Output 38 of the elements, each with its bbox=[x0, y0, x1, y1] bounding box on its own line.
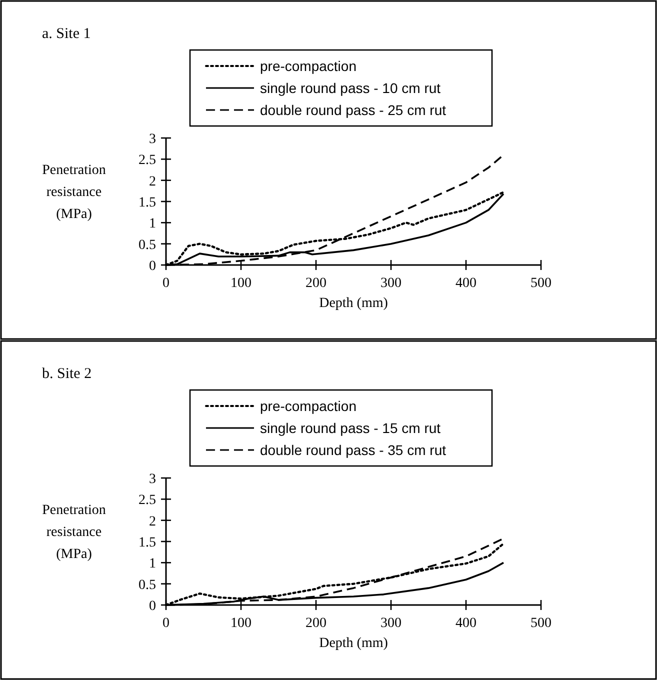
legend-label: double round pass - 25 cm rut bbox=[260, 102, 446, 118]
legend-label: single round pass - 10 cm rut bbox=[260, 80, 441, 96]
x-tick-label: 300 bbox=[380, 276, 402, 291]
x-tick-label: 400 bbox=[456, 276, 476, 291]
y-tick-label: 3 bbox=[149, 132, 156, 147]
y-tick-label: 2 bbox=[149, 174, 156, 190]
x-tick-label: 300 bbox=[380, 616, 402, 631]
legend-label: pre-compaction bbox=[260, 58, 356, 74]
y-axis-title: Penetration resistance (MPa) bbox=[42, 503, 106, 562]
x-tick-label: 500 bbox=[530, 276, 552, 291]
legend-label: double round pass - 35 cm rut bbox=[260, 442, 446, 458]
x-axis-title: Depth (mm) bbox=[319, 636, 388, 651]
legend-label: single round pass - 15 cm rut bbox=[260, 420, 441, 436]
x-tick-label: 0 bbox=[162, 276, 170, 291]
x-tick-label: 100 bbox=[230, 616, 252, 631]
y-tick-label: 3 bbox=[149, 472, 156, 487]
x-tick-label: 500 bbox=[530, 616, 552, 631]
y-tick-label: 2.5 bbox=[138, 493, 156, 508]
y-tick-label: 1 bbox=[149, 216, 156, 232]
chart-title: a. Site 1 bbox=[42, 26, 91, 42]
y-tick-label: 2 bbox=[149, 514, 156, 530]
y-tick-label: 1.5 bbox=[138, 196, 156, 210]
y-tick-label: 1.5 bbox=[138, 536, 156, 550]
x-tick-label: 100 bbox=[230, 276, 252, 291]
x-tick-label: 200 bbox=[306, 616, 326, 631]
x-tick-label: 400 bbox=[456, 616, 476, 631]
y-axis-title: Penetration resistance (MPa) bbox=[42, 163, 106, 222]
y-tick-label: 0.5 bbox=[138, 238, 156, 253]
chart-title: b. Site 2 bbox=[42, 366, 92, 382]
y-tick-label: 0 bbox=[149, 259, 156, 274]
y-tick-label: 0 bbox=[149, 599, 156, 614]
y-tick-label: 1 bbox=[149, 556, 156, 572]
y-tick-label: 0.5 bbox=[138, 578, 156, 593]
legend-label: pre-compaction bbox=[260, 398, 356, 414]
y-tick-label: 2.5 bbox=[138, 153, 156, 168]
x-tick-label: 200 bbox=[306, 276, 326, 291]
x-tick-label: 0 bbox=[162, 616, 170, 631]
x-axis-title: Depth (mm) bbox=[319, 296, 388, 311]
